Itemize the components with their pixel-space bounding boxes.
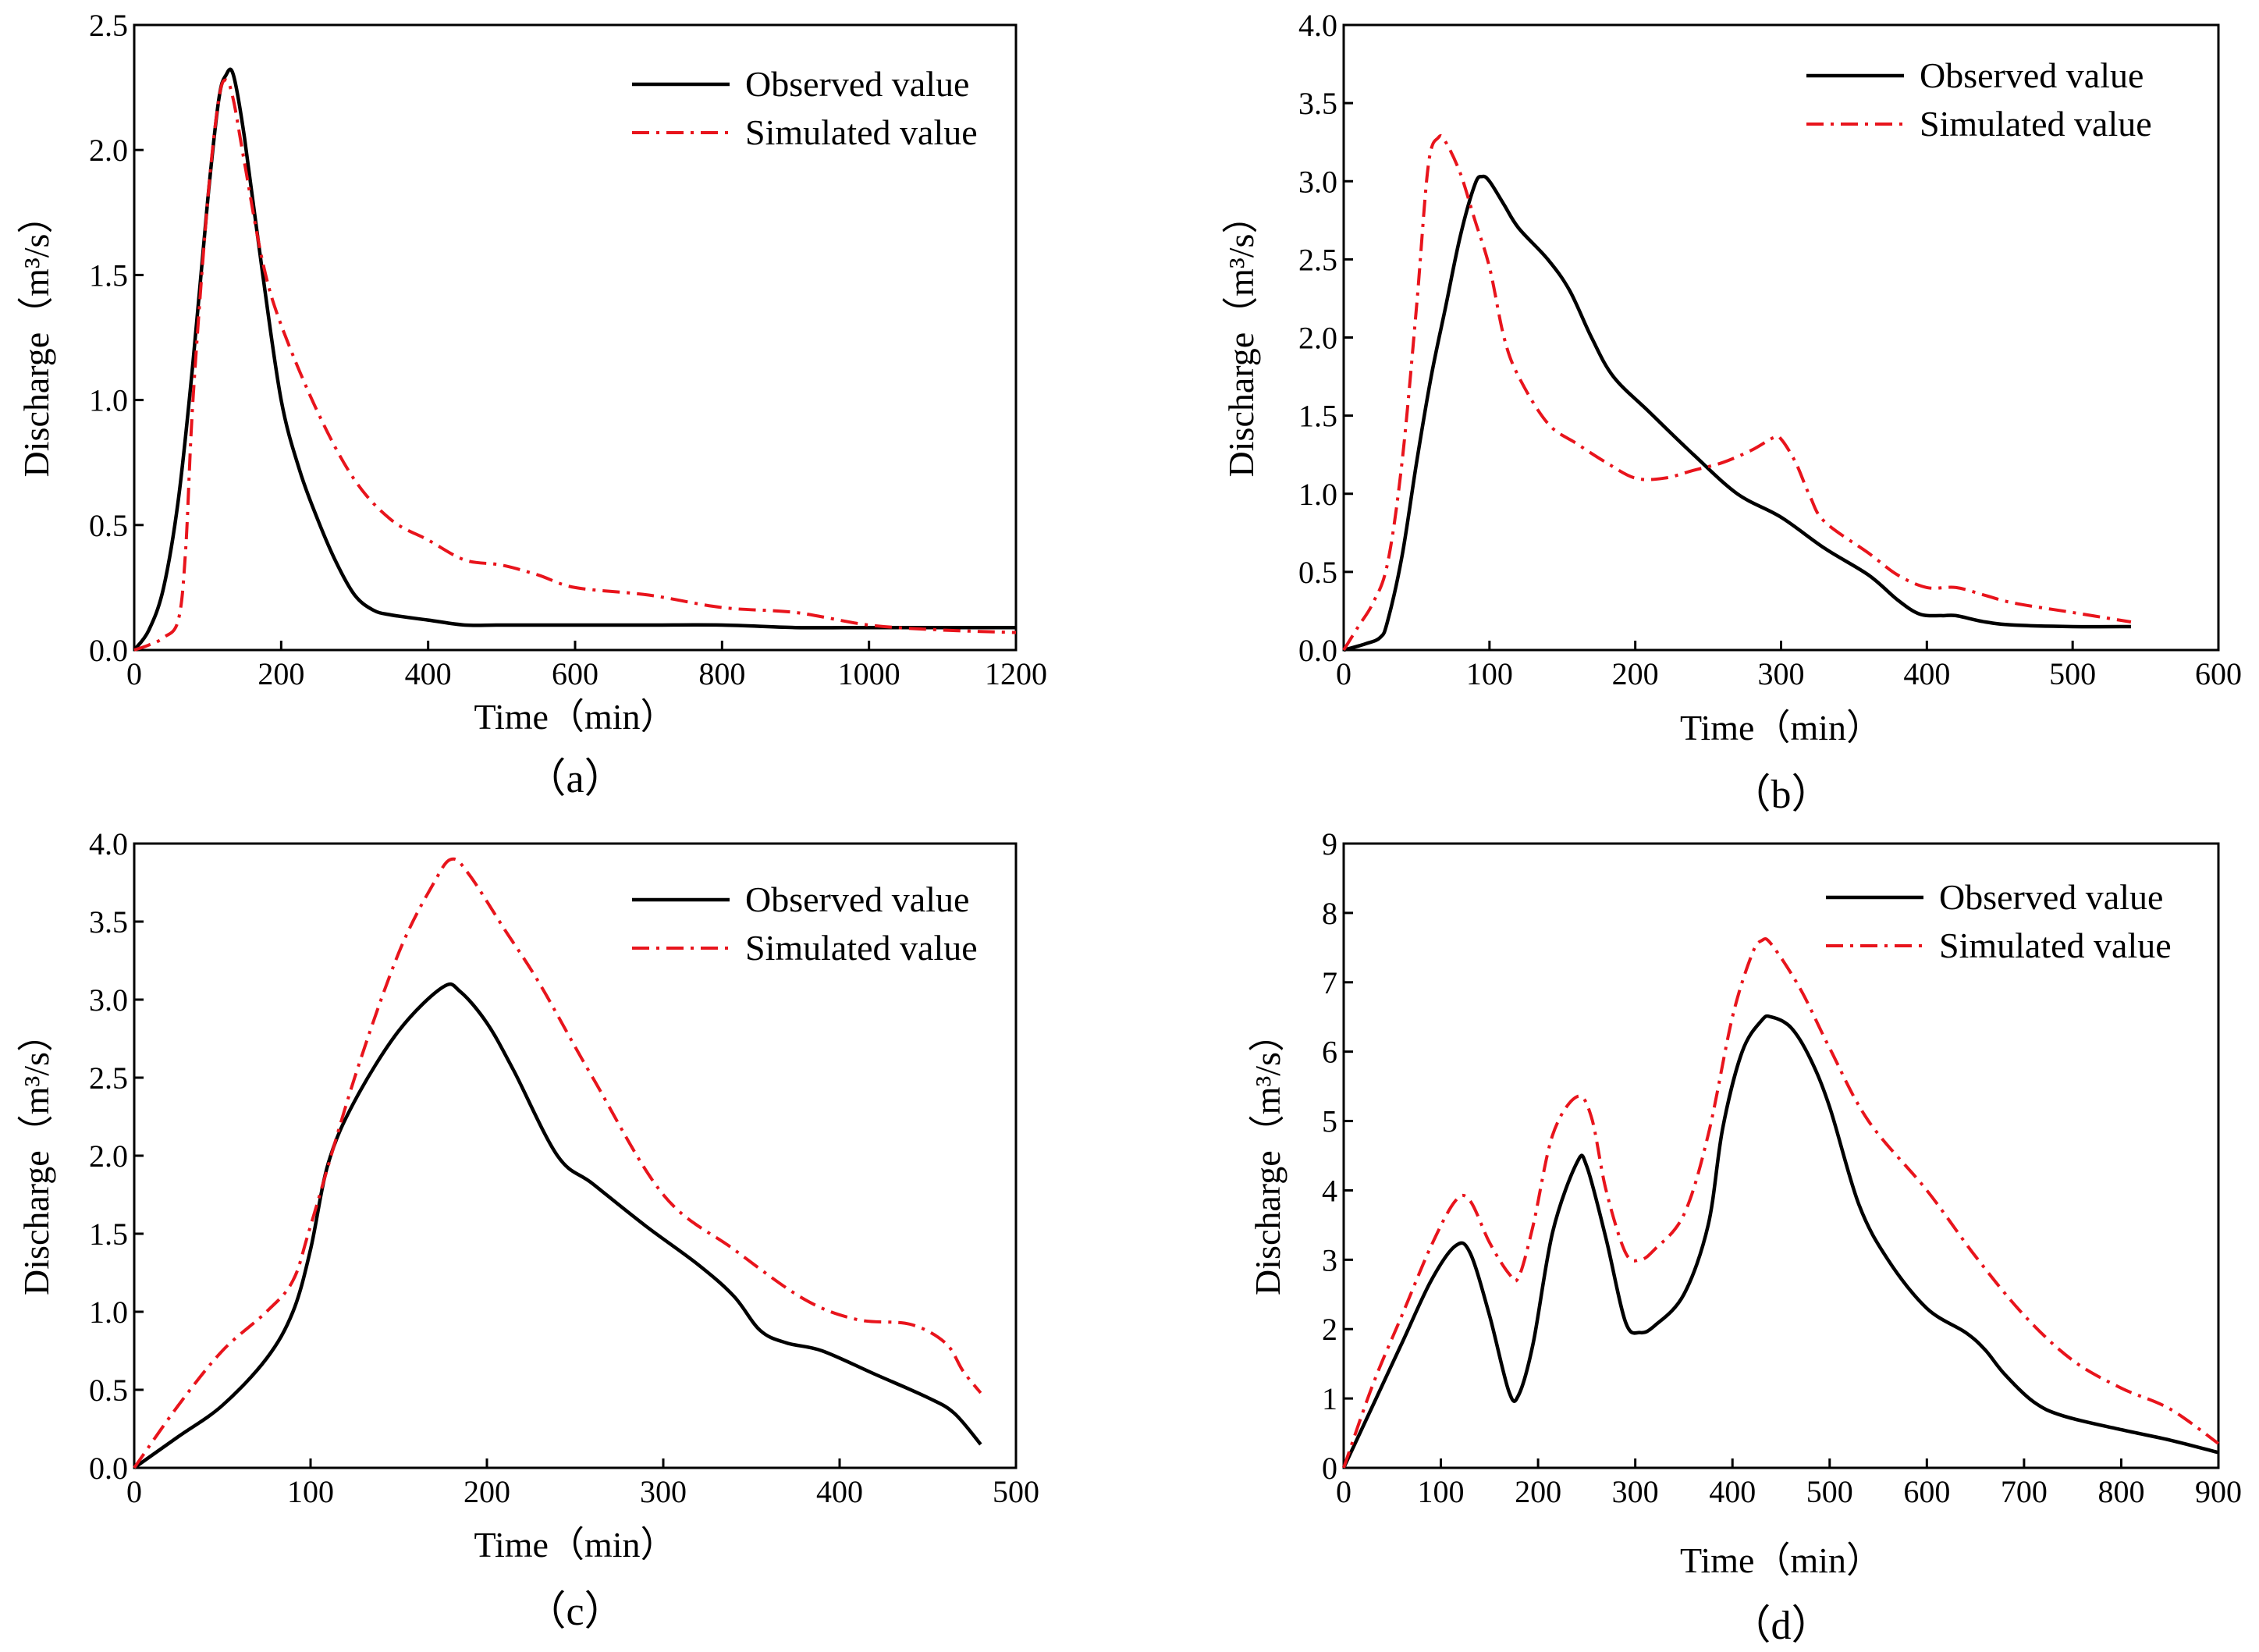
x-tick-label: 800 [2097,1474,2144,1509]
y-tick-label: 8 [1322,896,1337,931]
chart-panel-d: 0 100 200 300 400 500 600 700 800 900 0 1 2 3 4 5 6 7 8 9 Ti… [1248,826,2242,1648]
x-tick-label: 100 [287,1474,334,1509]
y-tick-label: 3 [1322,1242,1337,1277]
simulated-series-line [133,78,1017,652]
y-tick-label: 0.5 [89,1373,128,1408]
legend-simulated-label: Simulated value [1939,925,2172,965]
x-tick-label: 500 [1806,1474,1853,1509]
plot-frame [1342,842,2220,1469]
y-tick-label: 2 [1322,1312,1337,1347]
panel-caption: （a） [525,757,624,801]
y-tick-label: 2.5 [89,1060,128,1096]
y-tick-label: 3.5 [1298,86,1337,121]
x-tick-label: 100 [1418,1474,1465,1509]
panel-caption: （c） [525,1590,624,1634]
x-tick-label: 700 [2001,1474,2048,1509]
simulated-series-line [133,857,982,1469]
y-tick-label: 1.5 [1298,399,1337,434]
x-axis-title: Time（min） [1680,1540,1882,1580]
y-tick-label: 2.0 [89,133,128,168]
x-tick-label: 200 [464,1474,510,1509]
x-tick-label: 400 [1903,656,1950,691]
y-tick-label: 4.0 [1298,8,1337,43]
x-axis-title: Time（min） [474,697,676,737]
y-tick-label: 3.0 [89,982,128,1018]
y-axis-title: Discharge（m³/s） [1221,198,1261,478]
x-tick-label: 0 [126,656,142,691]
x-tick-label: 500 [993,1474,1039,1509]
y-tick-label: 1.0 [89,1295,128,1330]
x-tick-label: 600 [552,656,598,691]
observed-series-line [1343,174,2131,652]
x-axis-title: Time（min） [1680,708,1882,748]
observed-series-line [133,67,1016,652]
legend-simulated-label: Simulated value [745,928,978,968]
x-tick-label: 400 [1709,1474,1756,1509]
x-tick-label: 0 [126,1474,142,1509]
x-tick-label: 300 [1612,1474,1659,1509]
panel-caption: （b） [1730,773,1831,817]
legend-observed-label: Observed value [1920,55,2144,95]
x-tick-label: 0 [1336,1474,1351,1509]
chart-panel-b: 0 100 200 300 400 500 600 0.0 0.5 1.0 1.5 2.0 2.5 3.0… [1221,8,2242,817]
chart-panel-c: 0 100 200 300 400 500 0.0 0.5 1.0 1.5 2.0 2.5 3.0 3.5… [16,826,1039,1634]
x-tick-label: 900 [2195,1474,2242,1509]
legend-observed-label: Observed value [745,64,969,104]
y-tick-label: 0.0 [89,1451,128,1486]
y-tick-label: 3.5 [89,904,128,940]
legend-observed-label: Observed value [1939,877,2163,917]
observed-series-line [133,982,982,1469]
y-tick-label: 2.0 [1298,321,1337,356]
y-tick-label: 0.0 [1298,633,1337,668]
y-tick-label: 1.0 [1298,477,1337,512]
y-tick-label: 4.0 [89,826,128,862]
y-axis-title: Discharge（m³/s） [1248,1016,1288,1295]
y-tick-label: 0 [1322,1451,1337,1486]
legend-observed-label: Observed value [745,879,969,919]
x-tick-label: 200 [1515,1474,1561,1509]
x-tick-label: 600 [1903,1474,1950,1509]
x-tick-label: 1000 [838,656,900,691]
panel-caption: （d） [1730,1604,1831,1648]
simulated-series-line [1342,133,2132,652]
y-tick-label: 2.0 [89,1139,128,1174]
y-axis-title: Discharge（m³/s） [16,1016,56,1295]
x-tick-label: 400 [816,1474,863,1509]
y-tick-label: 4 [1322,1173,1337,1208]
y-tick-label: 7 [1322,965,1337,1000]
x-tick-label: 500 [2049,656,2096,691]
x-axis-title: Time（min） [474,1525,676,1565]
legend-simulated-label: Simulated value [745,112,978,152]
y-tick-label: 1.5 [89,258,128,293]
legend-simulated-label: Simulated value [1920,104,2152,144]
y-tick-label: 1 [1322,1381,1337,1416]
y-tick-label: 0.0 [89,633,128,668]
x-tick-label: 100 [1466,656,1513,691]
x-tick-label: 300 [1758,656,1805,691]
y-tick-label: 5 [1322,1104,1337,1139]
y-tick-label: 3.0 [1298,164,1337,199]
x-tick-label: 600 [2195,656,2242,691]
y-tick-label: 0.5 [1298,555,1337,590]
observed-series-line [1341,1014,2219,1469]
chart-panel-a: 0 200 400 600 800 1000 1200 0.0 0.5 1.0 1.5 2.0 2.5 T… [16,8,1047,801]
y-tick-label: 0.5 [89,508,128,543]
y-tick-label: 2.5 [1298,242,1337,277]
x-tick-label: 0 [1336,656,1351,691]
y-axis-title: Discharge（m³/s） [16,198,56,478]
x-tick-label: 800 [698,656,745,691]
x-tick-label: 400 [405,656,452,691]
x-tick-label: 200 [258,656,304,691]
x-tick-label: 200 [1612,656,1659,691]
x-tick-label: 1200 [985,656,1047,691]
y-tick-label: 9 [1322,826,1337,862]
y-tick-label: 2.5 [89,8,128,43]
simulated-series-line [1342,936,2220,1469]
y-tick-label: 1.0 [89,383,128,418]
x-tick-label: 300 [640,1474,687,1509]
y-tick-label: 6 [1322,1035,1337,1070]
y-tick-label: 1.5 [89,1217,128,1252]
